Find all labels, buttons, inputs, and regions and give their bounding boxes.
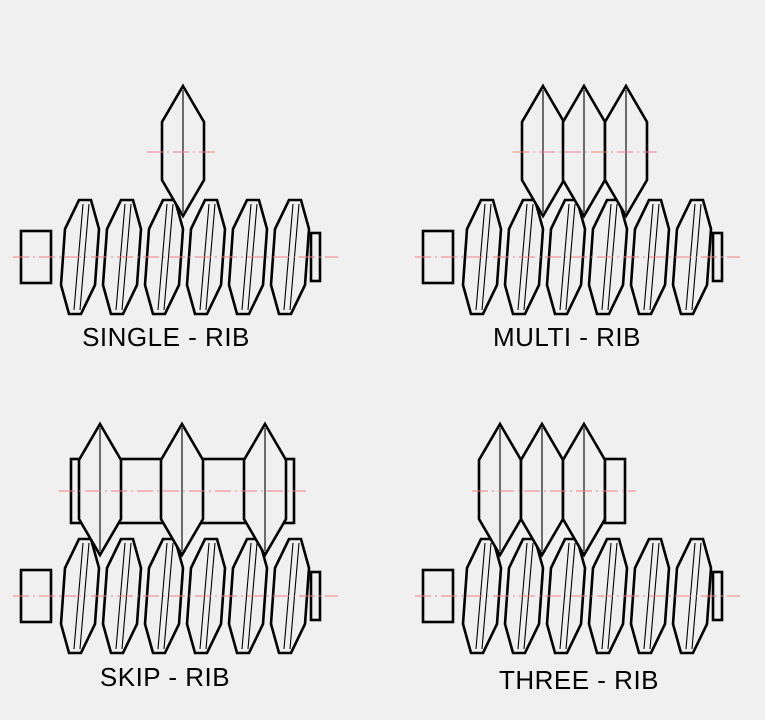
thread-hatch: [481, 542, 492, 650]
thread-hatch: [79, 203, 90, 311]
wheel-spacer: [198, 457, 248, 525]
rod-thread-rib: [671, 537, 713, 655]
thread-hatch: [643, 203, 654, 311]
thread-hatch: [241, 542, 252, 650]
thread-hatch: [163, 542, 174, 650]
thread-hatch: [79, 542, 90, 650]
thread-hatch: [559, 203, 570, 311]
single-rib-panel: [13, 83, 338, 316]
thread-hatch: [565, 542, 576, 650]
multi-rib-label: MULTI - RIB: [492, 322, 642, 352]
rod-thread-rib: [671, 198, 713, 316]
thread-hatch: [157, 203, 168, 311]
thread-hatch: [559, 542, 570, 650]
thread-hatch: [241, 203, 252, 311]
thread-hatch: [565, 203, 576, 311]
thread-hatch: [163, 203, 174, 311]
three-rib-label: THREE - RIB: [498, 665, 660, 695]
skip-rib-panel: [13, 421, 338, 655]
skip-rib-label: SKIP - RIB: [99, 662, 231, 692]
rod-thread-rib: [269, 198, 311, 316]
single-rib-label: SINGLE - RIB: [82, 322, 250, 352]
thread-hatch: [481, 203, 492, 311]
three-rib-panel: [415, 421, 740, 655]
multi-rib-panel: [415, 83, 740, 316]
rod-thread-rib: [269, 537, 311, 655]
thread-hatch: [157, 542, 168, 650]
thread-hatch: [643, 542, 654, 650]
